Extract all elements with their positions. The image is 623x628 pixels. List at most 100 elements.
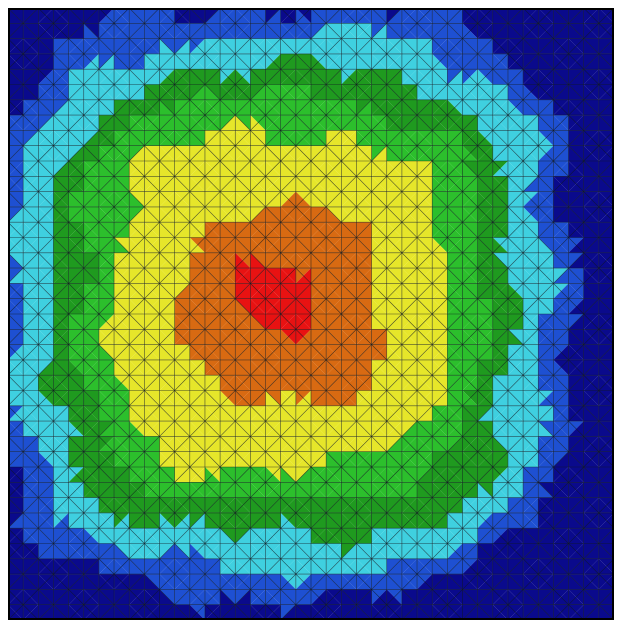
mesh-line-diagonal xyxy=(492,497,524,529)
mesh-element-level-2 xyxy=(114,38,130,54)
mesh-line-diagonal xyxy=(68,558,100,590)
mesh-element-level-2 xyxy=(265,8,281,24)
mesh-line-diagonal xyxy=(280,589,312,620)
mesh-line-diagonal xyxy=(371,130,403,162)
mesh-line-diagonal xyxy=(38,405,69,437)
mesh-line-diagonal xyxy=(431,344,463,376)
mesh-line-diagonal xyxy=(38,283,69,315)
mesh-line-diagonal xyxy=(401,527,433,560)
mesh-line-diagonal xyxy=(280,8,312,39)
mesh-line-diagonal xyxy=(310,558,342,590)
mesh-line-diagonal xyxy=(431,99,463,131)
mesh-line-diagonal xyxy=(583,374,614,407)
mesh-line-diagonal xyxy=(98,497,130,529)
mesh-line-diagonal xyxy=(492,8,524,39)
mesh-line-diagonal xyxy=(522,68,554,101)
mesh-line-diagonal xyxy=(250,283,281,315)
mesh-line-diagonal xyxy=(8,160,39,192)
mesh-line-diagonal xyxy=(462,68,494,101)
mesh-line-diagonal xyxy=(128,130,160,162)
mesh-line-diagonal xyxy=(219,527,251,560)
mesh-line-diagonal xyxy=(522,130,554,162)
mesh-line-diagonal xyxy=(38,558,69,590)
mesh-line-diagonal xyxy=(553,8,584,39)
mesh-line-diagonal xyxy=(553,68,584,101)
mesh-line-diagonal xyxy=(583,466,614,498)
mesh-line-diagonal xyxy=(38,374,69,407)
mesh-line-diagonal xyxy=(68,466,100,498)
mesh-element-level-2 xyxy=(265,23,281,39)
mesh-line-diagonal xyxy=(371,374,403,407)
mesh-line-diagonal xyxy=(522,497,554,529)
mesh-line-diagonal xyxy=(250,130,281,162)
mesh-line-diagonal xyxy=(462,344,494,376)
mesh-line-diagonal xyxy=(341,8,372,39)
mesh-line-diagonal xyxy=(280,344,312,376)
mesh-line-diagonal xyxy=(462,497,494,529)
mesh-line-diagonal xyxy=(280,466,312,498)
mesh-line-diagonal xyxy=(492,313,524,345)
mesh-line-diagonal xyxy=(401,130,433,162)
mesh-line-diagonal xyxy=(189,68,221,101)
mesh-line-diagonal xyxy=(98,160,130,192)
mesh-line-diagonal xyxy=(401,283,433,315)
mesh-element-level-7 xyxy=(311,252,327,269)
mesh-line-diagonal xyxy=(553,497,584,529)
mesh-line-diagonal xyxy=(68,527,100,560)
mesh-line-diagonal xyxy=(250,344,281,376)
mesh-line-diagonal xyxy=(583,313,614,345)
mesh-line-diagonal xyxy=(401,374,433,407)
mesh-line-diagonal xyxy=(159,558,191,590)
mesh-line-diagonal xyxy=(38,252,69,284)
mesh-element-level-1 xyxy=(8,23,24,39)
mesh-line-diagonal xyxy=(128,8,160,39)
mesh-line-diagonal xyxy=(68,405,100,437)
mesh-line-diagonal xyxy=(401,589,433,620)
mesh-line-diagonal xyxy=(128,527,160,560)
mesh-line-diagonal xyxy=(341,252,372,284)
mesh-line-diagonal xyxy=(159,466,191,498)
mesh-line-diagonal xyxy=(219,436,251,468)
mesh-line-diagonal xyxy=(371,252,403,284)
mesh-line-diagonal xyxy=(68,344,100,376)
mesh-line-diagonal xyxy=(159,99,191,131)
mesh-line-diagonal xyxy=(219,130,251,162)
mesh-line-diagonal xyxy=(310,160,342,192)
mesh-line-diagonal xyxy=(492,405,524,437)
mesh-line-diagonal xyxy=(371,558,403,590)
mesh-line-diagonal xyxy=(8,344,39,376)
mesh-element-level-4 xyxy=(386,512,402,529)
mesh-line-diagonal xyxy=(189,466,221,498)
mesh-line-diagonal xyxy=(522,527,554,560)
mesh-line-diagonal xyxy=(431,405,463,437)
mesh-line-diagonal xyxy=(431,466,463,498)
mesh-line-diagonal xyxy=(371,313,403,345)
mesh-line-diagonal xyxy=(431,558,463,590)
mesh-element-level-1 xyxy=(568,512,584,529)
mesh-line-diagonal xyxy=(522,466,554,498)
mesh-line-diagonal xyxy=(219,558,251,590)
mesh-line-diagonal xyxy=(401,191,433,223)
mesh-line-diagonal xyxy=(280,160,312,192)
mesh-line-diagonal xyxy=(68,374,100,407)
mesh-line-diagonal xyxy=(128,374,160,407)
mesh-line-diagonal xyxy=(128,191,160,223)
mesh-line-diagonal xyxy=(98,466,130,498)
mesh-line-diagonal xyxy=(8,8,39,39)
mesh-line-diagonal xyxy=(462,99,494,131)
mesh-line-diagonal xyxy=(401,68,433,101)
mesh-line-diagonal xyxy=(431,252,463,284)
mesh-element-level-3 xyxy=(53,115,69,131)
mesh-line-diagonal xyxy=(553,374,584,407)
mesh-line-diagonal xyxy=(492,191,524,223)
mesh-line-diagonal xyxy=(462,8,494,39)
mesh-line-diagonal xyxy=(128,589,160,620)
mesh-line-diagonal xyxy=(462,283,494,315)
mesh-line-diagonal xyxy=(219,160,251,192)
mesh-line-diagonal xyxy=(553,130,584,162)
mesh-line-diagonal xyxy=(280,283,312,315)
mesh-line-diagonal xyxy=(522,283,554,315)
mesh-line-diagonal xyxy=(280,436,312,468)
mesh-line-diagonal xyxy=(583,191,614,223)
